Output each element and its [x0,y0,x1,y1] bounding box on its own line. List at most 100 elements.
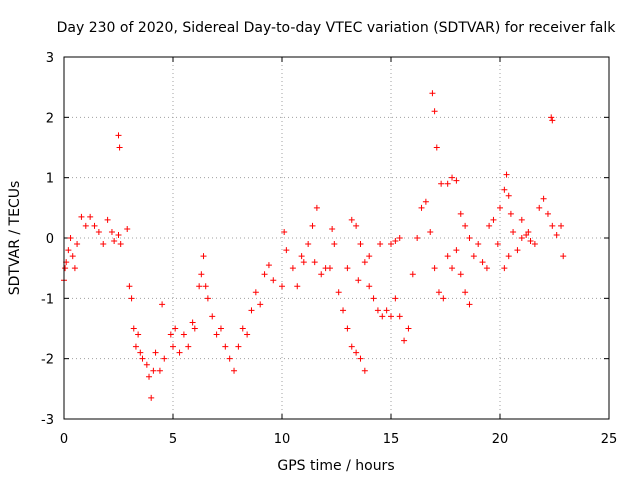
data-point [560,253,567,260]
data-point [329,225,336,232]
data-point [392,238,399,245]
data-point [172,325,179,332]
data-point [440,295,447,302]
data-point [67,235,74,241]
data-point [196,283,203,290]
data-point [366,253,373,260]
data-point [82,222,89,229]
data-point [213,331,220,338]
data-point [189,319,196,326]
data-point [231,367,238,374]
data-point [494,241,501,248]
data-point [518,216,525,223]
data-point [427,228,434,235]
data-point [438,180,445,187]
data-point [156,367,163,374]
data-point [313,204,320,211]
data-point [198,271,205,278]
data-point [523,231,530,238]
data-point [396,313,403,320]
data-point [335,289,342,296]
data-point [422,198,429,205]
data-point [143,361,150,368]
data-points [61,90,567,401]
data-point [309,222,316,229]
data-point [505,253,512,260]
data-point [180,331,187,338]
data-point [357,241,364,248]
axis-ticks: 0 5 10 15 20 25 -3 -2 -1 0 1 2 3 [41,51,617,447]
data-point [388,241,394,248]
data-point [544,210,551,217]
data-point [130,325,137,332]
data-point [167,331,174,338]
data-point [108,228,115,235]
data-point [100,241,107,248]
y-tick-label: 1 [46,172,54,187]
data-point [514,247,521,254]
data-point [518,235,525,241]
y-tick-label: 3 [46,51,54,66]
data-point [536,204,543,211]
data-point [159,301,166,308]
data-point [91,222,98,229]
data-point [548,114,555,121]
data-point [344,265,351,272]
data-point [383,307,390,314]
data-point [318,271,325,278]
data-point [435,289,442,296]
x-tick-label: 0 [60,432,68,447]
data-point [501,186,508,193]
data-point [305,241,312,248]
data-point [429,90,436,97]
data-point [457,271,464,278]
data-point [348,216,355,223]
data-point [510,228,517,235]
data-point [283,247,290,254]
data-point [431,108,438,115]
data-point [462,289,469,296]
plot-frame [63,56,610,420]
data-point [139,355,146,362]
data-point [311,259,318,266]
x-tick-label: 15 [383,432,400,447]
y-tick-label: 2 [46,111,54,126]
data-point [449,174,456,181]
data-point [71,265,78,272]
data-point [248,307,255,314]
data-point [252,289,259,296]
data-point [470,253,477,260]
data-point [501,265,508,272]
y-tick-label: 0 [46,232,54,247]
x-tick-label: 25 [601,432,618,447]
data-point [146,373,153,380]
data-point [298,253,305,260]
data-point [132,343,139,350]
data-point [200,253,207,260]
data-point [65,247,72,254]
data-point [486,222,493,229]
data-point [244,331,251,338]
data-point [148,394,155,401]
data-point [388,313,394,320]
data-point [137,349,144,356]
data-point [202,283,209,290]
data-point [490,216,497,223]
data-point [95,228,102,235]
data-point [453,177,460,184]
data-point [503,171,510,178]
x-tick-label: 10 [274,432,291,447]
data-point [128,295,135,302]
data-point [111,238,118,245]
data-point [549,117,556,124]
data-point [265,262,272,269]
data-point [204,295,211,302]
data-point [483,265,490,272]
data-point [191,325,198,332]
data-point [549,222,556,229]
data-point [340,307,347,314]
data-point [150,367,157,374]
data-point [361,367,368,374]
data-point [261,271,268,278]
